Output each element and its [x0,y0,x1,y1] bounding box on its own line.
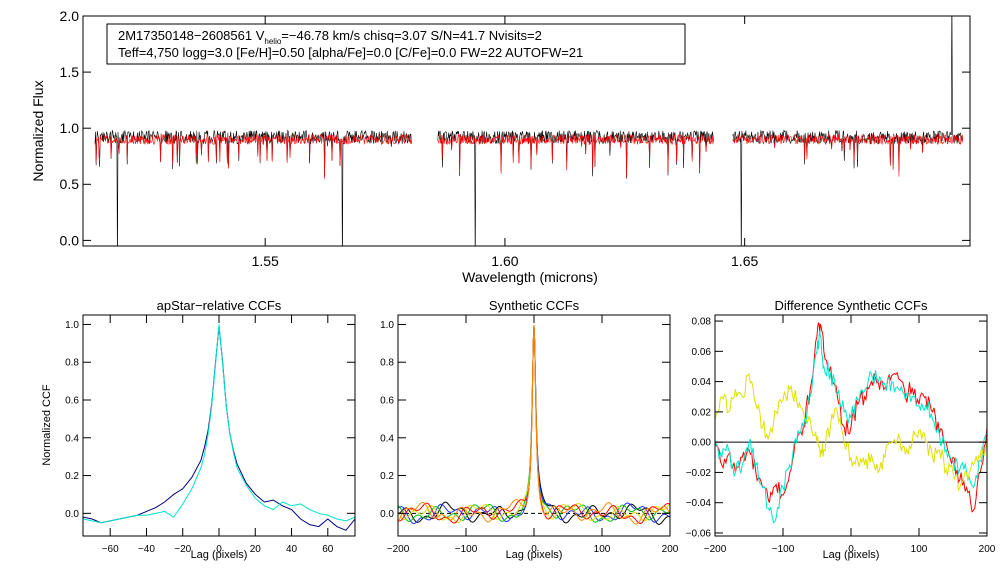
synthetic-xtick-label: 200 [662,544,679,555]
apstar-xtick-label: 20 [250,544,262,555]
spectrum-xtick-label: 1.60 [491,253,518,269]
apstar-ytick-label: 0.4 [65,433,79,444]
difference-ytick-label: −0.02 [686,468,712,479]
synthetic-series-green [398,325,670,523]
synthetic-ytick-label: 1.0 [380,320,394,331]
apstar-xtick-label: −60 [102,544,119,555]
spectrum-ytick-label: 0.0 [60,232,80,248]
synthetic-series-red [398,325,670,524]
synthetic-xtick-label: 100 [594,544,611,555]
spectrum-xtick-label: 1.55 [252,253,279,269]
title-vhelio-rest: =−46.78 km/s chisq=3.07 S/N=41.7 Nvisits… [281,28,542,43]
difference-series-cyan [715,330,987,524]
spectrum-ticks: 1.55 1.60 1.65 0.0 0.5 1.0 1.5 2.0 [60,8,970,269]
spectrum-title-line2: Teff=4,750 logg=3.0 [Fe/H]=0.50 [alpha/F… [118,45,583,60]
apstar-ytick-label: 0.2 [65,471,79,482]
apstar-x-label: Lag (pixels) [191,549,248,561]
difference-xtick-label: 100 [911,544,928,555]
difference-xtick-label: −200 [704,544,727,555]
apstar-series-visit-1 [83,326,355,531]
title-vhelio-subscript: helio [264,37,281,46]
apstar-y-label: Normalized CCF [41,384,53,466]
apstar-series-visit-2 [83,324,355,524]
synthetic-ytick-label: 0.8 [380,358,394,369]
spectrum-plot-frame [82,15,971,247]
difference-x-label: Lag (pixels) [823,549,880,561]
spectrum-ytick-label: 0.5 [60,176,80,192]
difference-ytick-label: −0.04 [686,498,712,509]
synthetic-ytick-label: 0.0 [380,509,394,520]
synthetic-series-black [398,325,670,525]
spectrum-title-line1: 2M17350148−2608561 Vhelio=−46.78 km/s ch… [118,28,542,46]
difference-ytick-label: −0.06 [686,528,712,539]
difference-xtick-label: 200 [979,544,996,555]
synthetic-x-label: Lag (pixels) [506,549,563,561]
synthetic-xtick-label: −200 [387,544,410,555]
apstar-ytick-label: 1.0 [65,320,79,331]
spectrum-xtick-label: 1.65 [731,253,758,269]
spectrum-x-label: Wavelength (microns) [462,269,598,285]
title-star-id-vhelio: 2M17350148−2608561 V [118,28,265,43]
synthetic-ccf-panel: Synthetic CCFs −200 −100 0 100 200 0.0 0.2 0.4 0… [380,298,679,561]
synthetic-title: Synthetic CCFs [489,298,580,313]
difference-ytick-label: 0.00 [692,438,712,449]
synthetic-ytick-label: 0.2 [380,471,394,482]
apstar-xtick-label: −20 [174,544,191,555]
difference-ticks: −200 −100 0 100 200 −0.06 −0.04 −0.02 0.00 0.02 0.… [686,315,996,555]
apstar-xtick-label: 60 [322,544,334,555]
difference-ytick-label: 0.06 [692,347,712,358]
difference-title: Difference Synthetic CCFs [775,298,928,313]
synthetic-series-blue [398,325,670,525]
synthetic-plot-frame [397,314,671,537]
apstar-xtick-label: 40 [286,544,298,555]
difference-series-red [715,322,987,513]
spectrum-ytick-label: 2.0 [60,8,80,24]
spectrum-panel: 1.55 1.60 1.65 0.0 0.5 1.0 1.5 2.0 2M17350148−2… [30,8,971,285]
apstar-ccf-panel: apStar−relative CCFs −60 −40 −20 0 20 40 60 0.0… [41,298,356,561]
synthetic-ticks: −200 −100 0 100 200 0.0 0.2 0.4 0.6 0.8 1.0 [380,315,679,555]
spectrum-ytick-label: 1.0 [60,120,80,136]
spectrum-info-box [106,23,686,65]
difference-xtick-label: 0 [848,544,854,555]
spectrum-ytick-label: 1.5 [60,64,80,80]
apstar-ytick-label: 0.0 [65,509,79,520]
apstar-title: apStar−relative CCFs [157,298,282,313]
synthetic-ytick-label: 0.6 [380,396,394,407]
difference-ytick-label: 0.04 [692,377,712,388]
synthetic-series-yellow [398,325,670,524]
apstar-xtick-label: −40 [138,544,155,555]
difference-ytick-label: 0.02 [692,407,712,418]
synthetic-xtick-label: 0 [531,544,537,555]
synthetic-series-orange [398,325,670,525]
difference-xtick-label: −100 [772,544,795,555]
difference-series-yellow [715,372,987,492]
apstar-ticks: −60 −40 −20 0 20 40 60 0.0 0.2 0.4 0.6 0.8 1.0 [65,315,355,555]
difference-ccf-panel: Difference Synthetic CCFs −200 −100 0 100 20… [686,298,996,561]
apstar-plot-frame [82,314,356,537]
synthetic-xtick-label: −100 [455,544,478,555]
model-spectrum-line [94,133,964,179]
synthetic-ytick-label: 0.4 [380,433,394,444]
apstar-ytick-label: 0.8 [65,358,79,369]
apstar-xtick-label: 0 [216,544,222,555]
apstar-ytick-label: 0.6 [65,396,79,407]
difference-ytick-label: 0.08 [692,317,712,328]
spectrum-y-label: Normalized Flux [30,80,46,181]
